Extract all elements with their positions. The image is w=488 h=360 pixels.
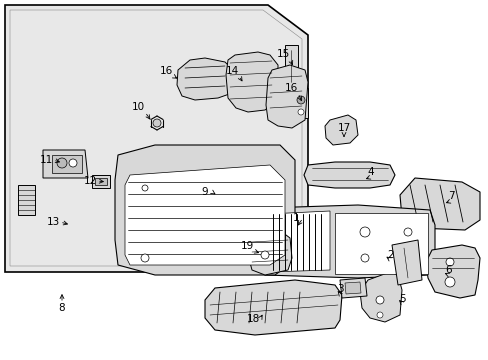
Text: 14: 14 (225, 66, 238, 76)
Polygon shape (265, 65, 307, 128)
Text: 3: 3 (336, 284, 343, 294)
Polygon shape (225, 52, 278, 112)
Circle shape (445, 258, 453, 266)
Text: 17: 17 (337, 123, 350, 133)
Text: 15: 15 (276, 49, 289, 59)
Polygon shape (204, 280, 341, 335)
Text: 12: 12 (83, 176, 97, 186)
Polygon shape (92, 175, 110, 188)
Polygon shape (334, 213, 427, 274)
Polygon shape (52, 155, 82, 173)
Polygon shape (125, 165, 285, 265)
Circle shape (359, 227, 369, 237)
Polygon shape (359, 272, 401, 322)
Polygon shape (285, 45, 297, 88)
Polygon shape (18, 185, 35, 215)
Text: 10: 10 (131, 102, 144, 112)
Circle shape (261, 251, 268, 259)
Text: 19: 19 (240, 241, 253, 251)
Text: 13: 13 (46, 217, 60, 227)
Circle shape (403, 228, 411, 236)
Text: 1: 1 (292, 213, 299, 223)
Polygon shape (5, 5, 307, 272)
Polygon shape (43, 150, 88, 178)
Text: 5: 5 (399, 294, 406, 304)
Text: 2: 2 (387, 250, 393, 260)
Polygon shape (258, 205, 434, 278)
Circle shape (375, 296, 383, 304)
Text: 18: 18 (246, 314, 259, 324)
Polygon shape (247, 232, 291, 275)
Text: 16: 16 (159, 66, 172, 76)
Circle shape (142, 185, 148, 191)
Text: 9: 9 (201, 187, 208, 197)
Circle shape (153, 119, 161, 127)
Polygon shape (345, 282, 360, 294)
Polygon shape (177, 58, 235, 100)
Polygon shape (339, 278, 366, 298)
Circle shape (297, 109, 304, 115)
Polygon shape (399, 178, 479, 230)
Circle shape (376, 312, 382, 318)
Polygon shape (425, 245, 479, 298)
Circle shape (141, 254, 149, 262)
Polygon shape (267, 211, 329, 272)
Polygon shape (294, 88, 307, 118)
Polygon shape (115, 145, 294, 275)
Polygon shape (325, 115, 357, 145)
Text: 16: 16 (284, 83, 297, 93)
Circle shape (57, 158, 67, 168)
Circle shape (360, 254, 368, 262)
Text: 7: 7 (447, 191, 453, 201)
Text: 8: 8 (59, 303, 65, 313)
Circle shape (444, 277, 454, 287)
Text: 11: 11 (40, 155, 53, 165)
Polygon shape (391, 240, 421, 285)
Text: 6: 6 (445, 265, 451, 275)
Polygon shape (304, 162, 394, 188)
Circle shape (69, 159, 77, 167)
Text: 4: 4 (367, 167, 373, 177)
Circle shape (296, 96, 305, 104)
Polygon shape (95, 178, 107, 185)
